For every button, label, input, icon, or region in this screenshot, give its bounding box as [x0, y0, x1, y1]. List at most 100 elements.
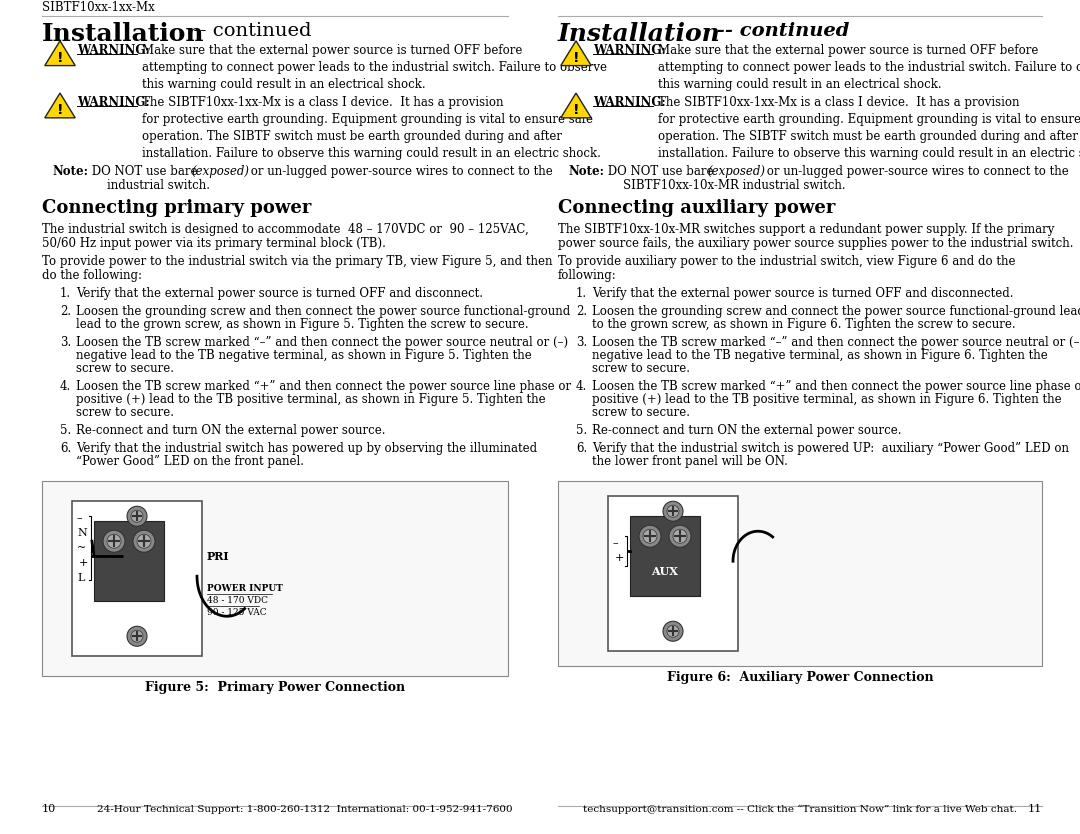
Text: +: + — [615, 553, 624, 563]
Text: -- continued: -- continued — [187, 22, 311, 40]
Text: !: ! — [57, 51, 64, 64]
Text: 10: 10 — [42, 804, 56, 814]
Text: screw to secure.: screw to secure. — [76, 406, 174, 420]
FancyBboxPatch shape — [630, 516, 700, 596]
Text: Connecting auxiliary power: Connecting auxiliary power — [558, 199, 835, 217]
Text: 6.: 6. — [576, 442, 588, 455]
Text: WARNING:: WARNING: — [77, 96, 150, 109]
Text: 50/60 Hz input power via its primary terminal block (TB).: 50/60 Hz input power via its primary ter… — [42, 237, 386, 250]
Text: Note:: Note: — [52, 165, 87, 178]
Text: 5.: 5. — [60, 425, 71, 437]
Text: 48 - 170 VDC: 48 - 170 VDC — [207, 596, 268, 605]
Text: or un-lugged power-source wires to connect to the: or un-lugged power-source wires to conne… — [247, 165, 553, 178]
Text: Loosen the TB screw marked “–” and then connect the power source neutral or (–): Loosen the TB screw marked “–” and then … — [76, 336, 568, 349]
Text: Verify that the industrial switch has powered up by observing the illuminated: Verify that the industrial switch has po… — [76, 442, 537, 455]
Text: SIBTF10xx-10x-MR industrial switch.: SIBTF10xx-10x-MR industrial switch. — [623, 179, 846, 193]
Text: Note:: Note: — [568, 165, 604, 178]
Text: 1.: 1. — [576, 287, 588, 300]
Circle shape — [643, 530, 657, 543]
FancyBboxPatch shape — [94, 521, 164, 601]
Circle shape — [127, 506, 147, 526]
Text: 2.: 2. — [60, 305, 71, 319]
Circle shape — [103, 530, 125, 552]
Text: 2.: 2. — [576, 305, 588, 319]
Circle shape — [663, 621, 683, 641]
Circle shape — [127, 626, 147, 646]
Text: 90 - 125 VAC: 90 - 125 VAC — [207, 608, 267, 617]
Text: 3.: 3. — [576, 336, 588, 349]
Text: screw to secure.: screw to secure. — [592, 362, 690, 375]
Text: do the following:: do the following: — [42, 269, 141, 282]
Text: AUX: AUX — [651, 565, 678, 577]
Text: Loosen the TB screw marked “+” and then connect the power source line phase or: Loosen the TB screw marked “+” and then … — [76, 380, 571, 394]
Circle shape — [107, 535, 121, 548]
Text: L: L — [77, 573, 84, 583]
Text: 5.: 5. — [576, 425, 588, 437]
Text: Re-connect and turn ON the external power source.: Re-connect and turn ON the external powe… — [76, 425, 386, 437]
Text: Verify that the industrial switch is powered UP:  auxiliary “Power Good” LED on: Verify that the industrial switch is pow… — [592, 442, 1069, 455]
FancyBboxPatch shape — [42, 481, 508, 676]
Text: Figure 5:  Primary Power Connection: Figure 5: Primary Power Connection — [145, 681, 405, 694]
Text: The SIBTF10xx-10x-MR switches support a redundant power supply. If the primary: The SIBTF10xx-10x-MR switches support a … — [558, 224, 1054, 236]
Text: WARNING:: WARNING: — [77, 44, 150, 57]
Text: Figure 6:  Auxiliary Power Connection: Figure 6: Auxiliary Power Connection — [666, 671, 933, 684]
Text: 6.: 6. — [60, 442, 71, 455]
Text: DO NOT use bare: DO NOT use bare — [604, 165, 717, 178]
Polygon shape — [44, 93, 76, 118]
Text: (exposed): (exposed) — [707, 165, 765, 178]
Text: Loosen the grounding screw and connect the power source functional-ground lead: Loosen the grounding screw and connect t… — [592, 305, 1080, 319]
Text: Make sure that the external power source is turned OFF before
attempting to conn: Make sure that the external power source… — [141, 44, 607, 91]
Text: To provide auxiliary power to the industrial switch, view Figure 6 and do the: To provide auxiliary power to the indust… — [558, 255, 1015, 269]
Text: Verify that the external power source is turned OFF and disconnected.: Verify that the external power source is… — [592, 287, 1013, 300]
Circle shape — [131, 510, 143, 522]
Text: To provide power to the industrial switch via the primary TB, view Figure 5, and: To provide power to the industrial switc… — [42, 255, 553, 269]
Text: !: ! — [57, 103, 64, 117]
Text: !: ! — [572, 51, 579, 64]
Text: –: – — [613, 538, 619, 548]
Text: screw to secure.: screw to secure. — [592, 406, 690, 420]
Text: the lower front panel will be ON.: the lower front panel will be ON. — [592, 455, 788, 468]
Text: Installation: Installation — [558, 22, 720, 46]
Text: Installation: Installation — [42, 22, 204, 46]
Polygon shape — [561, 93, 591, 118]
Text: negative lead to the TB negative terminal, as shown in Figure 6. Tighten the: negative lead to the TB negative termina… — [592, 349, 1048, 362]
Text: DO NOT use bare: DO NOT use bare — [87, 165, 201, 178]
Text: screw to secure.: screw to secure. — [76, 362, 174, 375]
Circle shape — [667, 626, 679, 637]
FancyBboxPatch shape — [72, 501, 202, 656]
FancyBboxPatch shape — [558, 481, 1042, 666]
Text: 3.: 3. — [60, 336, 71, 349]
Text: –: – — [77, 513, 83, 523]
Text: “Power Good” LED on the front panel.: “Power Good” LED on the front panel. — [76, 455, 303, 468]
Circle shape — [133, 530, 156, 552]
Polygon shape — [44, 41, 76, 66]
Text: N: N — [77, 528, 86, 538]
Circle shape — [639, 525, 661, 547]
Polygon shape — [561, 41, 591, 66]
Text: Loosen the TB screw marked “+” and then connect the power source line phase or: Loosen the TB screw marked “+” and then … — [592, 380, 1080, 394]
Text: negative lead to the TB negative terminal, as shown in Figure 5. Tighten the: negative lead to the TB negative termina… — [76, 349, 531, 362]
Text: POWER INPUT: POWER INPUT — [207, 585, 283, 593]
Text: techsupport@transition.com -- Click the “Transition Now” link for a live Web cha: techsupport@transition.com -- Click the … — [583, 805, 1017, 814]
Circle shape — [137, 535, 151, 548]
Text: -- continued: -- continued — [710, 22, 849, 40]
Text: PRI: PRI — [207, 550, 230, 562]
Text: WARNING:: WARNING: — [593, 44, 665, 57]
Text: The SIBTF10xx-1xx-Mx is a class I device.  It has a provision
for protective ear: The SIBTF10xx-1xx-Mx is a class I device… — [141, 96, 600, 160]
Text: 4.: 4. — [576, 380, 588, 394]
Text: WARNING:: WARNING: — [593, 96, 665, 109]
Text: Re-connect and turn ON the external power source.: Re-connect and turn ON the external powe… — [592, 425, 902, 437]
Text: 11: 11 — [1028, 804, 1042, 814]
Text: 24-Hour Technical Support: 1-800-260-1312  International: 00-1-952-941-7600: 24-Hour Technical Support: 1-800-260-131… — [97, 805, 513, 814]
Text: industrial switch.: industrial switch. — [107, 179, 210, 193]
Text: positive (+) lead to the TB positive terminal, as shown in Figure 5. Tighten the: positive (+) lead to the TB positive ter… — [76, 394, 545, 406]
Text: !: ! — [572, 103, 579, 117]
Text: The SIBTF10xx-1xx-Mx is a class I device.  It has a provision
for protective ear: The SIBTF10xx-1xx-Mx is a class I device… — [658, 96, 1080, 160]
Circle shape — [663, 501, 683, 521]
Text: following:: following: — [558, 269, 617, 282]
Circle shape — [669, 525, 691, 547]
Text: +: + — [79, 558, 89, 568]
Text: (exposed): (exposed) — [191, 165, 249, 178]
Circle shape — [131, 631, 143, 642]
Text: 4.: 4. — [60, 380, 71, 394]
